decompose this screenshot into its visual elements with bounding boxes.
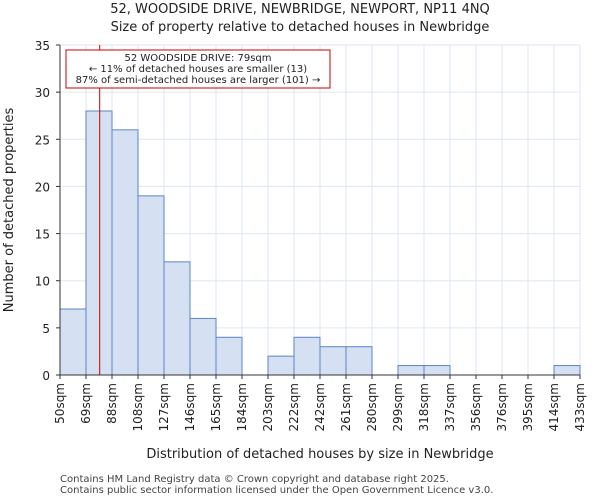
histogram-bar [215, 336, 243, 376]
y-tick-label: 30 [35, 86, 50, 100]
x-tick-label: 414sqm [547, 383, 561, 431]
footer-line-2: Contains public sector information licen… [60, 485, 494, 496]
annotation-line: 87% of semi-detached houses are larger (… [76, 75, 321, 86]
x-tick-label: 69sqm [79, 383, 93, 424]
x-tick-label: 280sqm [365, 383, 379, 431]
x-tick-label: 127sqm [157, 383, 171, 431]
annotation-box [65, 49, 331, 89]
y-tick-label: 5 [42, 322, 50, 336]
x-tick-label: 203sqm [261, 383, 275, 431]
x-tick-label: 337sqm [443, 383, 457, 431]
annotation-line: ← 11% of detached houses are smaller (13… [89, 64, 307, 75]
y-tick-label: 15 [35, 228, 50, 242]
histogram-bar [397, 365, 425, 376]
y-tick-label: 10 [35, 275, 50, 289]
histogram-bar [553, 365, 581, 376]
x-tick-labels: 50sqm 69sqm 88sqm 108sqm 127sqm 146sqm 165sqm 1… [53, 383, 587, 431]
x-tick-label: 88sqm [105, 383, 119, 424]
x-tick-label: 356sqm [469, 383, 483, 431]
histogram-bar [59, 308, 87, 376]
chart-subtitle: Size of property relative to detached ho… [111, 20, 490, 35]
x-tick-label: 261sqm [339, 383, 353, 431]
axes [56, 44, 581, 379]
x-tick-label: 165sqm [209, 383, 223, 431]
x-tick-label: 395sqm [521, 383, 535, 431]
histogram-bar [319, 346, 347, 376]
chart-title: 52, WOODSIDE DRIVE, NEWBRIDGE, NEWPORT, … [110, 2, 490, 17]
bars [59, 110, 581, 376]
histogram-bar [111, 129, 139, 376]
x-tick-label: 376sqm [495, 383, 509, 431]
x-tick-label: 50sqm [53, 383, 67, 424]
property-marker: 52 WOODSIDE DRIVE: 79sqm← 11% of detache… [65, 45, 331, 375]
annotation-line: 52 WOODSIDE DRIVE: 79sqm [124, 53, 271, 64]
x-tick-label: 108sqm [131, 383, 145, 431]
histogram-bar [345, 346, 373, 376]
histogram-bar [189, 317, 217, 376]
x-tick-label: 222sqm [287, 383, 301, 431]
y-tick-label: 35 [35, 39, 50, 53]
histogram-bar [423, 365, 451, 376]
y-tick-label: 0 [42, 369, 50, 383]
x-tick-label: 433sqm [573, 383, 587, 431]
histogram-bar [137, 195, 165, 376]
x-tick-label: 318sqm [417, 383, 431, 431]
y-tick-label: 20 [35, 180, 50, 194]
histogram-bar [267, 355, 295, 376]
histogram-bar [163, 261, 191, 376]
x-tick-label: 146sqm [183, 383, 197, 431]
histogram-bar [293, 336, 321, 376]
y-tick-labels: 0 5 10 15 20 25 30 35 [35, 39, 50, 383]
x-tick-label: 299sqm [391, 383, 405, 431]
histogram-bar [85, 110, 113, 376]
x-tick-label: 242sqm [313, 383, 327, 431]
y-axis-label: Number of detached properties [2, 108, 17, 313]
y-tick-label: 25 [35, 133, 50, 147]
x-axis-label: Distribution of detached houses by size … [146, 447, 493, 462]
footer-line-1: Contains HM Land Registry data © Crown c… [60, 474, 449, 485]
x-tick-label: 184sqm [235, 383, 249, 431]
